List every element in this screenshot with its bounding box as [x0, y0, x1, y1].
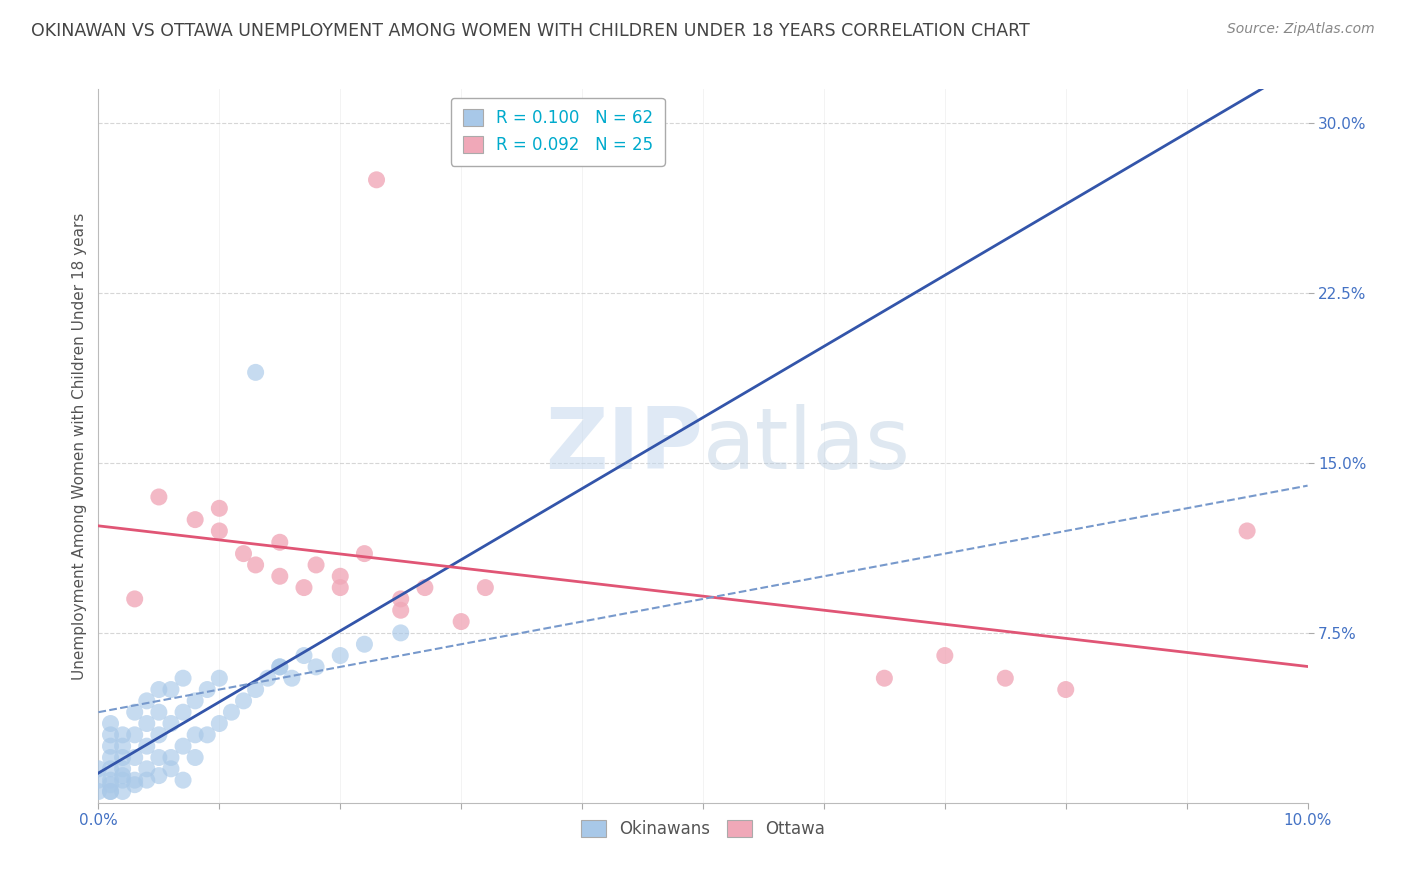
- Text: ZIP: ZIP: [546, 404, 703, 488]
- Point: [100, 716, 122, 731]
- Point: [184, 728, 207, 742]
- Point: [208, 524, 231, 538]
- Point: [135, 739, 157, 754]
- Point: [269, 660, 291, 674]
- Point: [160, 762, 183, 776]
- Point: [135, 716, 157, 731]
- Text: atlas: atlas: [703, 404, 911, 488]
- Point: [184, 513, 207, 527]
- Point: [148, 728, 170, 742]
- Point: [305, 660, 328, 674]
- Point: [292, 648, 315, 663]
- Point: [172, 739, 194, 754]
- Point: [100, 728, 122, 742]
- Point: [245, 682, 267, 697]
- Point: [172, 671, 194, 685]
- Point: [353, 547, 375, 561]
- Point: [353, 637, 375, 651]
- Point: [160, 750, 183, 764]
- Point: [292, 581, 315, 595]
- Point: [208, 671, 231, 685]
- Point: [269, 535, 291, 549]
- Point: [148, 705, 170, 719]
- Point: [124, 591, 146, 606]
- Point: [281, 671, 304, 685]
- Legend: Okinawans, Ottawa: Okinawans, Ottawa: [574, 813, 832, 845]
- Point: [873, 671, 896, 685]
- Point: [148, 490, 170, 504]
- Point: [329, 569, 352, 583]
- Point: [111, 739, 134, 754]
- Point: [135, 694, 157, 708]
- Point: [148, 769, 170, 783]
- Point: [100, 739, 122, 754]
- Point: [160, 682, 183, 697]
- Point: [413, 581, 436, 595]
- Point: [269, 569, 291, 583]
- Point: [269, 660, 291, 674]
- Point: [1054, 682, 1077, 697]
- Point: [994, 671, 1017, 685]
- Point: [172, 773, 194, 788]
- Point: [184, 694, 207, 708]
- Y-axis label: Unemployment Among Women with Children Under 18 years: Unemployment Among Women with Children U…: [72, 212, 87, 680]
- Point: [87, 773, 110, 788]
- Point: [208, 716, 231, 731]
- Point: [450, 615, 472, 629]
- Point: [329, 648, 352, 663]
- Point: [135, 762, 157, 776]
- Point: [111, 750, 134, 764]
- Point: [221, 705, 243, 719]
- Text: OKINAWAN VS OTTAWA UNEMPLOYMENT AMONG WOMEN WITH CHILDREN UNDER 18 YEARS CORRELA: OKINAWAN VS OTTAWA UNEMPLOYMENT AMONG WO…: [31, 22, 1029, 40]
- Point: [124, 773, 146, 788]
- Point: [100, 778, 122, 792]
- Point: [366, 173, 388, 187]
- Point: [184, 750, 207, 764]
- Point: [124, 728, 146, 742]
- Point: [135, 773, 157, 788]
- Point: [934, 648, 956, 663]
- Point: [232, 547, 254, 561]
- Point: [87, 784, 110, 798]
- Point: [232, 694, 254, 708]
- Point: [245, 365, 267, 379]
- Point: [100, 773, 122, 788]
- Point: [148, 750, 170, 764]
- Point: [389, 591, 412, 606]
- Point: [111, 762, 134, 776]
- Point: [124, 705, 146, 719]
- Point: [208, 501, 231, 516]
- Point: [100, 784, 122, 798]
- Point: [100, 762, 122, 776]
- Point: [160, 716, 183, 731]
- Point: [245, 558, 267, 572]
- Point: [100, 750, 122, 764]
- Point: [100, 784, 122, 798]
- Point: [124, 750, 146, 764]
- Point: [111, 769, 134, 783]
- Point: [111, 728, 134, 742]
- Point: [148, 682, 170, 697]
- Point: [111, 784, 134, 798]
- Point: [329, 581, 352, 595]
- Point: [87, 762, 110, 776]
- Point: [1236, 524, 1258, 538]
- Point: [172, 705, 194, 719]
- Point: [195, 728, 218, 742]
- Point: [474, 581, 496, 595]
- Point: [256, 671, 278, 685]
- Point: [195, 682, 218, 697]
- Point: [389, 626, 412, 640]
- Point: [124, 778, 146, 792]
- Text: Source: ZipAtlas.com: Source: ZipAtlas.com: [1227, 22, 1375, 37]
- Point: [111, 773, 134, 788]
- Point: [389, 603, 412, 617]
- Point: [305, 558, 328, 572]
